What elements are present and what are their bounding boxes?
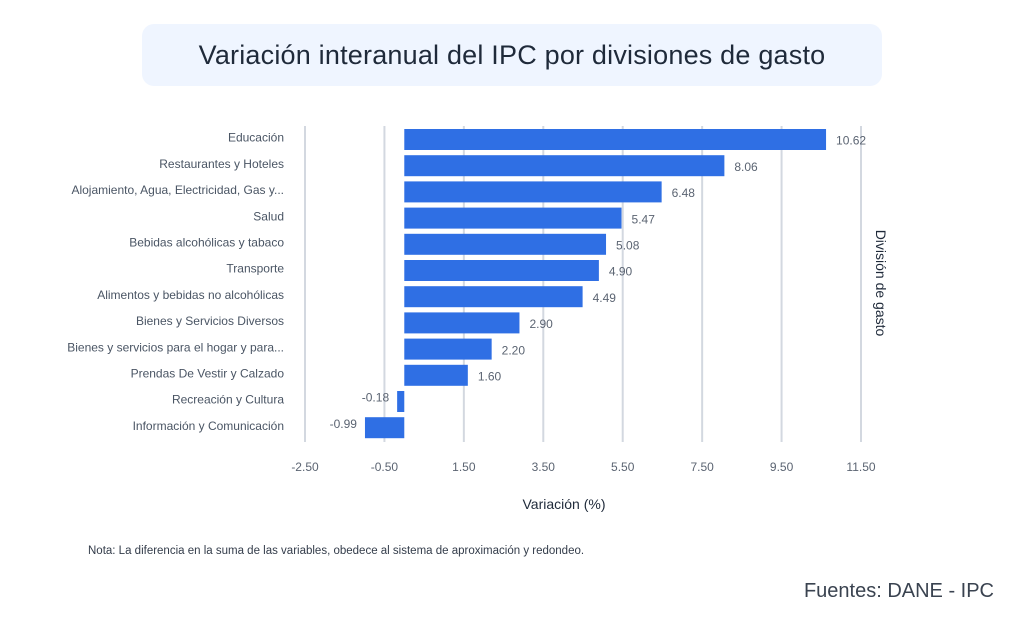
bar xyxy=(404,207,622,229)
category-label: Prendas De Vestir y Calzado xyxy=(131,366,285,380)
value-label: 2.90 xyxy=(529,317,553,331)
bar xyxy=(404,129,827,150)
grid-lines xyxy=(304,126,862,442)
x-tick-label: 7.50 xyxy=(690,460,714,474)
x-tick-label: 9.50 xyxy=(770,460,794,474)
value-label: -0.18 xyxy=(362,391,390,405)
bar xyxy=(404,260,599,281)
value-label: 5.08 xyxy=(616,238,640,252)
bar xyxy=(404,286,583,308)
chart-title: Variación interanual del IPC por divisio… xyxy=(198,39,826,70)
category-label: Transporte xyxy=(226,262,284,276)
category-label: Educación xyxy=(228,131,284,145)
value-label: 10.62 xyxy=(836,134,866,148)
category-label: Bebidas alcohólicas y tabaco xyxy=(129,235,284,249)
footnote: Nota: La diferencia en la suma de las va… xyxy=(88,545,585,557)
value-label: -0.99 xyxy=(330,417,358,431)
category-labels: Educación Restaurantes y Hoteles Alojamien… xyxy=(67,131,284,433)
value-label: 8.06 xyxy=(734,160,758,174)
category-label: Información y Comunicación xyxy=(133,419,284,433)
x-axis-label: Variación (%) xyxy=(523,496,606,512)
chart-title-box: Variación interanual del IPC por divisio… xyxy=(142,24,882,86)
x-tick-label: -0.50 xyxy=(371,460,399,474)
value-label: 6.48 xyxy=(672,186,696,200)
value-label: 1.60 xyxy=(478,369,502,383)
x-tick-label: -2.50 xyxy=(291,460,319,474)
bar xyxy=(404,233,607,255)
bar xyxy=(364,417,405,439)
category-label: Recreación y Cultura xyxy=(172,393,284,407)
bars xyxy=(364,129,827,439)
source-credit: Fuentes: DANE - IPC xyxy=(803,580,994,602)
category-label: Alojamiento, Agua, Electricidad, Gas y..… xyxy=(71,183,284,197)
x-tick-label: 1.50 xyxy=(452,460,476,474)
category-label: Salud xyxy=(253,209,284,223)
bar xyxy=(404,312,520,334)
x-tick-label: 5.50 xyxy=(611,460,635,474)
bar xyxy=(404,338,492,360)
category-label: Bienes y servicios para el hogar y para.… xyxy=(67,340,284,354)
bar xyxy=(404,155,725,177)
bar xyxy=(404,364,468,386)
value-label: 4.90 xyxy=(609,265,633,279)
y-axis-label: División de gasto xyxy=(873,230,889,337)
category-label: Alimentos y bebidas no alcohólicas xyxy=(97,288,284,302)
x-tick-label: 11.50 xyxy=(846,460,875,474)
value-label: 2.20 xyxy=(502,343,526,357)
category-label: Restaurantes y Hoteles xyxy=(159,157,284,171)
bar xyxy=(397,391,405,412)
x-tick-label: 3.50 xyxy=(532,460,556,474)
x-axis-ticks: -2.50 -0.50 1.50 3.50 5.50 7.50 9.50 11.50 xyxy=(291,460,876,474)
value-label: 5.47 xyxy=(632,212,656,226)
value-label: 4.49 xyxy=(593,291,617,305)
category-label: Bienes y Servicios Diversos xyxy=(136,314,284,328)
bar xyxy=(404,181,662,203)
value-labels: 10.62 8.06 6.48 5.47 5.08 4.90 4.49 2.902.201.6… xyxy=(330,134,867,431)
